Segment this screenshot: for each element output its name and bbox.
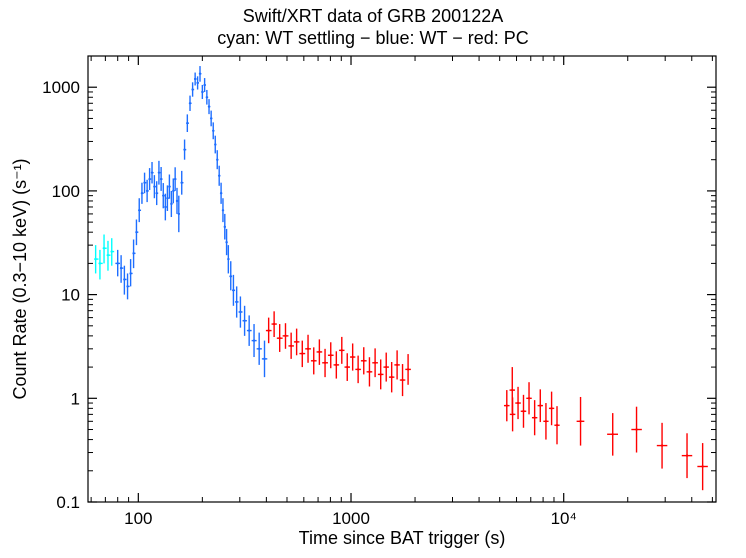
x-axis-label: Time since BAT trigger (s) — [299, 528, 506, 548]
x-tick-label: 100 — [124, 509, 152, 528]
plot-frame — [88, 56, 716, 502]
y-tick-label: 10 — [61, 286, 80, 305]
x-tick-label: 10⁴ — [551, 509, 577, 528]
x-tick-label: 1000 — [332, 509, 370, 528]
y-tick-label: 1 — [71, 389, 80, 408]
series-wt-settling — [94, 234, 114, 279]
data-layer — [94, 66, 708, 490]
y-tick-label: 100 — [52, 182, 80, 201]
y-tick-label: 1000 — [42, 78, 80, 97]
y-tick-label: 0.1 — [56, 493, 80, 512]
chart-svg: 100100010⁴0.11101001000Time since BAT tr… — [0, 0, 746, 558]
series-wt — [115, 66, 267, 377]
series-pc — [266, 311, 708, 490]
y-axis-label: Count Rate (0.3−10 keV) (s⁻¹) — [10, 158, 30, 399]
chart-container: Swift/XRT data of GRB 200122A cyan: WT s… — [0, 0, 746, 558]
